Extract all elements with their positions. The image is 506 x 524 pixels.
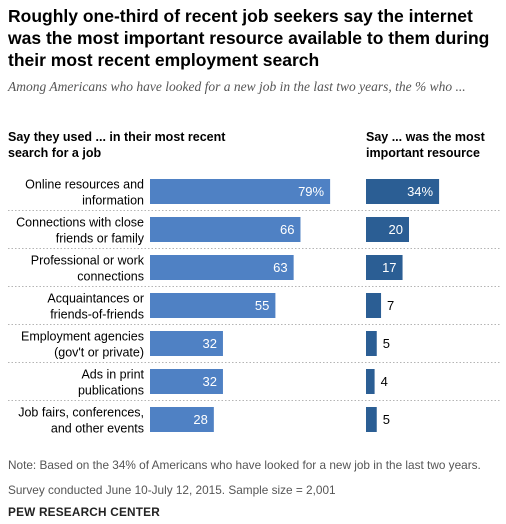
used-bar bbox=[150, 331, 223, 356]
used-value-label: 32 bbox=[202, 336, 216, 351]
category-label: Professional or work connections bbox=[31, 254, 145, 284]
category-label: Connections with close friends or family bbox=[16, 216, 145, 246]
chart-title: Roughly one-third of recent job seekers … bbox=[8, 6, 490, 70]
source-credit: PEW RESEARCH CENTER bbox=[8, 505, 160, 519]
used-value-label: 55 bbox=[255, 298, 269, 313]
used-value-label: 32 bbox=[202, 374, 216, 389]
used-value-label: 28 bbox=[193, 412, 207, 427]
important-value-label: 20 bbox=[389, 222, 403, 237]
important-value-label: 17 bbox=[382, 260, 396, 275]
used-value-label: 63 bbox=[273, 260, 287, 275]
category-label: Acquaintances or friends-of-friends bbox=[47, 292, 144, 322]
used-bar bbox=[150, 293, 276, 318]
important-value-label: 4 bbox=[381, 374, 388, 389]
chart-subtitle: Among Americans who have looked for a ne… bbox=[8, 79, 466, 94]
important-bar bbox=[366, 369, 375, 394]
important-bar bbox=[366, 407, 377, 432]
important-value-label: 5 bbox=[383, 336, 390, 351]
important-value-label: 34% bbox=[407, 184, 433, 199]
important-column-heading: Say ... was the most important resource bbox=[366, 130, 485, 160]
category-label: Job fairs, conferences, and other events bbox=[18, 406, 144, 436]
category-label: Employment agencies (gov't or private) bbox=[21, 330, 144, 360]
important-bar bbox=[366, 331, 377, 356]
category-label: Online resources and information bbox=[25, 178, 144, 208]
used-bar bbox=[150, 369, 223, 394]
used-bar bbox=[150, 217, 301, 242]
bar-chart: Online resources and information 79% 34% Con… bbox=[8, 178, 500, 436]
important-value-label: 5 bbox=[383, 412, 390, 427]
used-column-heading: Say they used ... in their most recent s… bbox=[8, 130, 226, 160]
important-value-label: 7 bbox=[387, 298, 394, 313]
used-value-label: 66 bbox=[280, 222, 294, 237]
used-bar bbox=[150, 255, 294, 280]
note-text: Note: Based on the 34% of Americans who … bbox=[8, 458, 481, 472]
used-bar bbox=[150, 407, 214, 432]
important-bar bbox=[366, 293, 382, 318]
important-bar bbox=[366, 217, 409, 242]
category-label: Ads in print publications bbox=[78, 368, 145, 398]
important-bar bbox=[366, 179, 440, 204]
survey-text: Survey conducted June 10-July 12, 2015. … bbox=[8, 483, 336, 497]
important-bar bbox=[366, 255, 403, 280]
used-value-label: 79% bbox=[298, 184, 324, 199]
used-bar bbox=[150, 179, 331, 204]
